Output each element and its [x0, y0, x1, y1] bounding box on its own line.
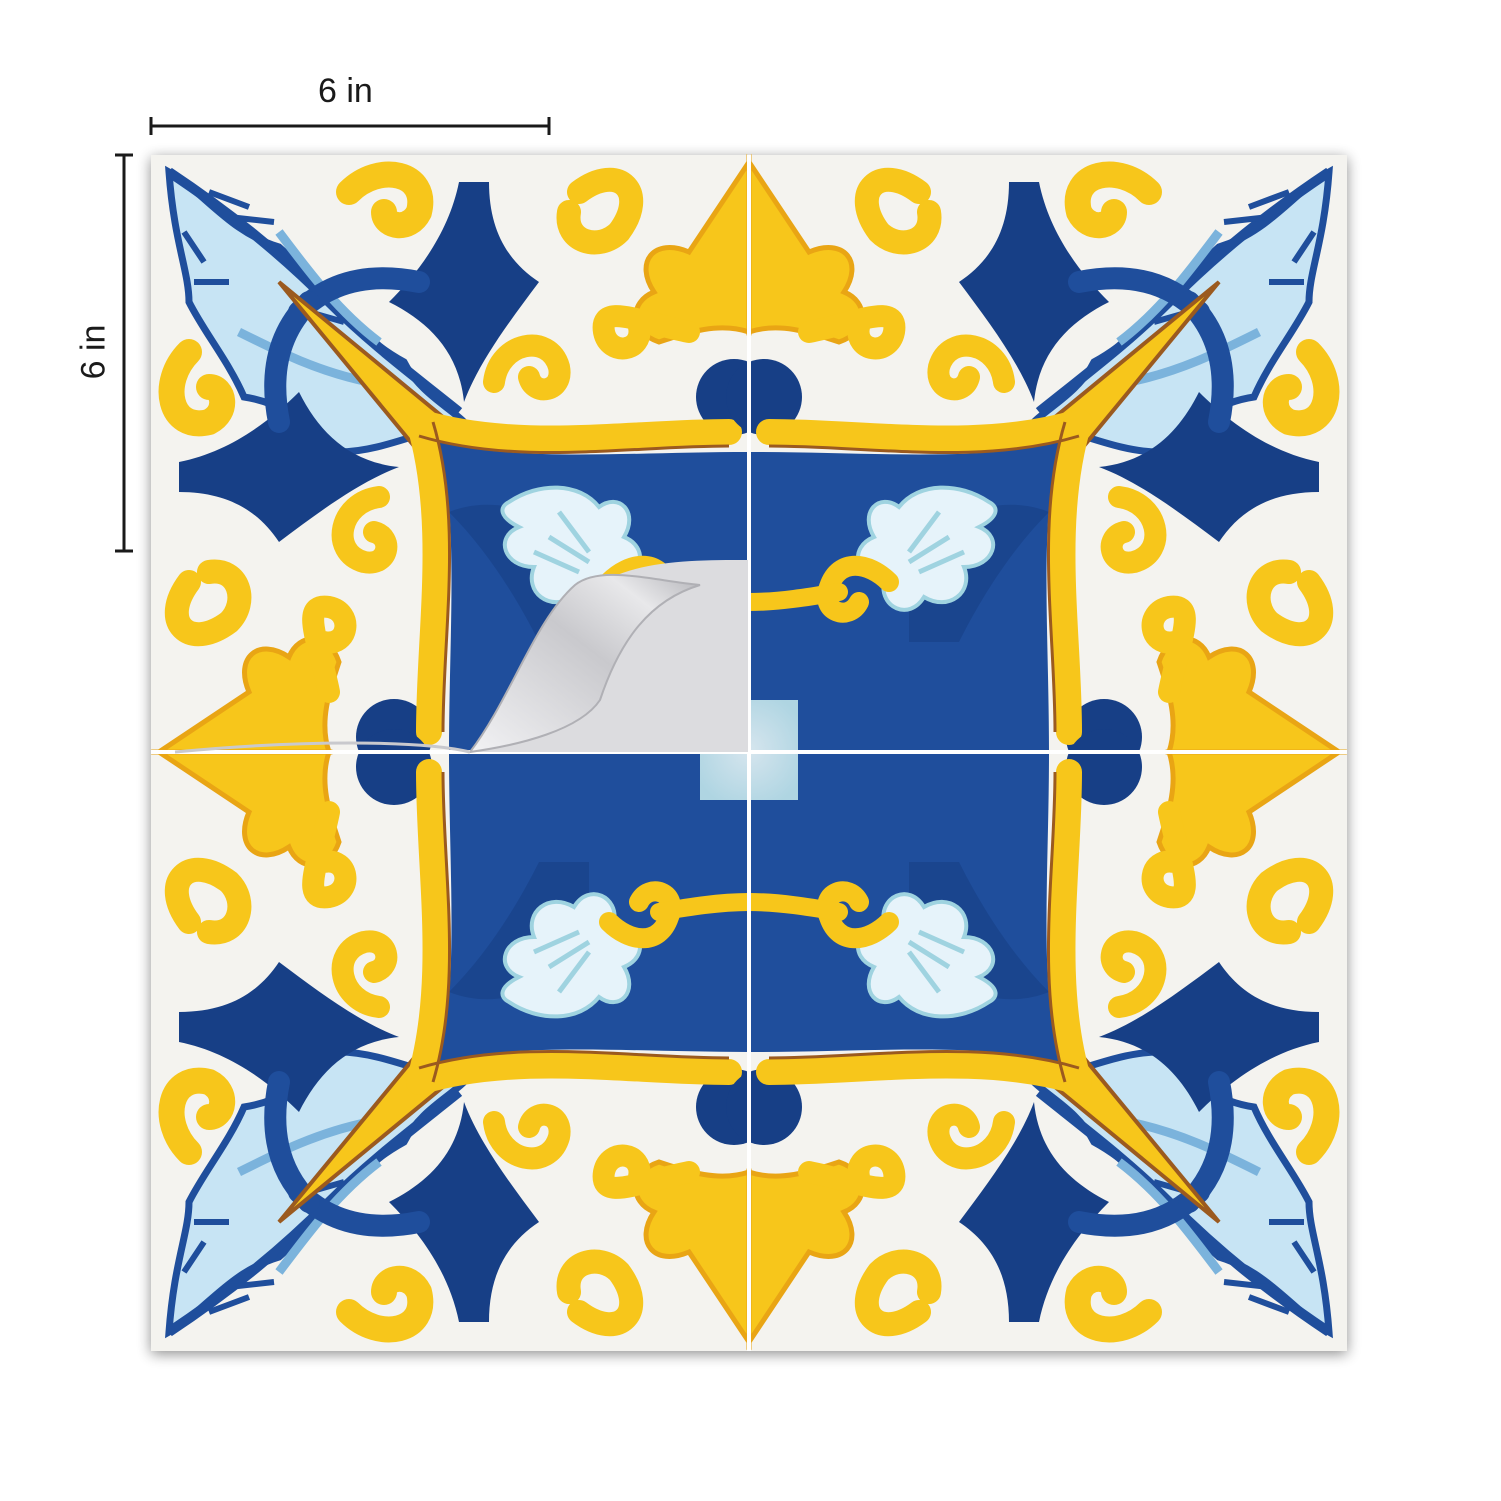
height-dimension-line	[115, 155, 133, 551]
tile-bottom-left	[159, 729, 772, 1342]
tile-top-right	[726, 162, 1339, 775]
tile-bottom-right	[726, 729, 1339, 1342]
width-dimension-line	[151, 117, 549, 135]
